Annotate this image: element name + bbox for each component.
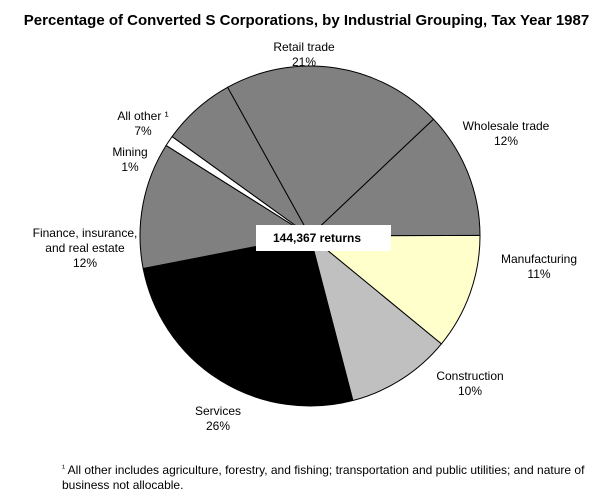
slice-name: and real estate bbox=[45, 241, 125, 255]
slice-percent: 26% bbox=[206, 419, 230, 433]
slice-label-retail-trade: Retail trade 21% bbox=[273, 40, 335, 69]
pie-slice-manufacturing bbox=[309, 234, 481, 345]
slice-label-construction: Construction 10% bbox=[436, 369, 503, 398]
slice-label-manufacturing: Manufacturing 11% bbox=[501, 252, 577, 281]
slice-label-finance-insurance-and-real-estate: Finance, insurance, and real estate 12% bbox=[33, 226, 138, 270]
slice-percent: 10% bbox=[458, 384, 482, 398]
pie-slice-wholesale-trade bbox=[309, 118, 481, 237]
center-label: 144,367 returns bbox=[273, 231, 361, 245]
pie-slice-all-other bbox=[171, 86, 311, 237]
pie-slice-retail-trade bbox=[227, 65, 435, 237]
slice-labels: Retail trade 21%Wholesale trade 12%Manufac… bbox=[33, 40, 577, 433]
slice-percent: 12% bbox=[73, 256, 97, 270]
slice-name: Construction bbox=[436, 369, 503, 383]
center-label-group: 144,367 returns bbox=[256, 225, 391, 251]
pie-slice-services bbox=[142, 235, 354, 407]
slice-label-all-other: All other ¹ 7% bbox=[117, 109, 168, 138]
slice-name: Services bbox=[195, 404, 241, 418]
footnote-marker: ¹ bbox=[62, 463, 65, 473]
slice-percent: 7% bbox=[134, 124, 152, 138]
slice-name: All other ¹ bbox=[117, 109, 168, 123]
slice-percent: 12% bbox=[494, 134, 518, 148]
chart-title: Percentage of Converted S Corporations, … bbox=[23, 12, 590, 29]
footnote-text: All other includes agriculture, forestry… bbox=[62, 463, 585, 492]
slice-name: Retail trade bbox=[273, 40, 335, 54]
slice-percent: 11% bbox=[527, 267, 550, 281]
pie-slice-construction bbox=[309, 235, 442, 402]
slice-percent: 21% bbox=[292, 55, 316, 69]
slice-label-mining: Mining 1% bbox=[112, 145, 147, 174]
slice-percent: 1% bbox=[121, 160, 139, 174]
pie-slices bbox=[139, 65, 481, 407]
slice-name: Mining bbox=[112, 145, 147, 159]
slice-label-services: Services 26% bbox=[195, 404, 241, 433]
slice-name: Manufacturing bbox=[501, 252, 577, 266]
slice-label-wholesale-trade: Wholesale trade 12% bbox=[463, 119, 550, 148]
footnote: ¹ All other includes agriculture, forest… bbox=[62, 461, 602, 493]
slice-name: Finance, insurance, bbox=[33, 226, 138, 240]
center-label-box bbox=[256, 225, 391, 251]
slice-name: Wholesale trade bbox=[463, 119, 550, 133]
